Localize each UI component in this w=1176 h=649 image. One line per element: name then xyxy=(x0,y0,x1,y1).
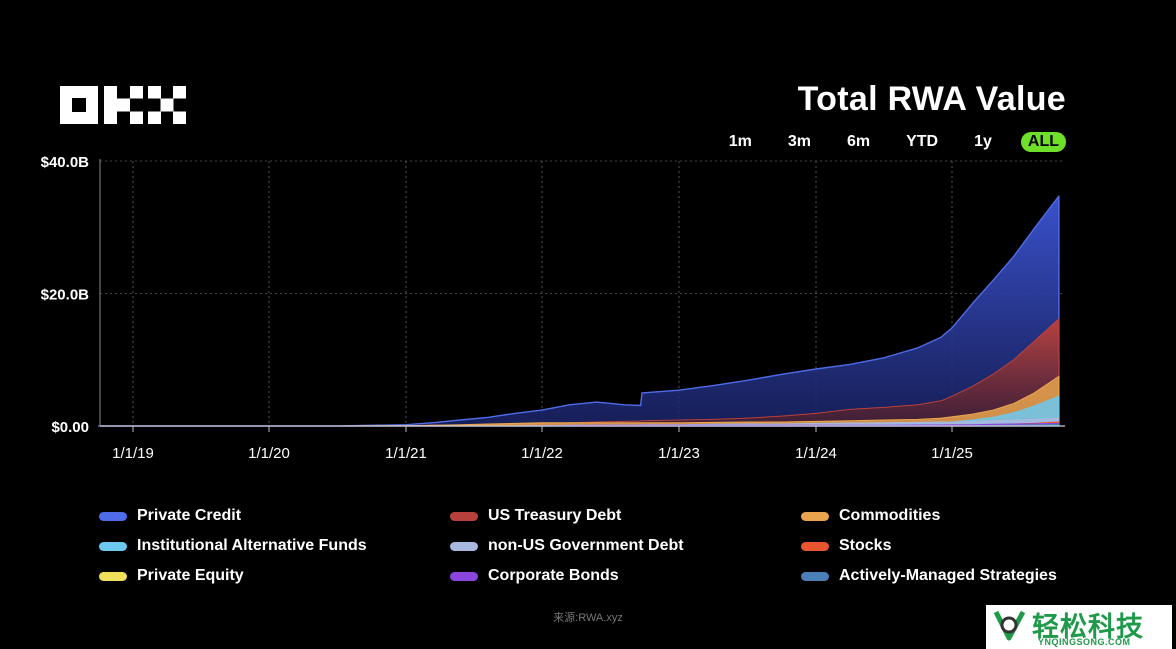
x-tick-label: 1/1/20 xyxy=(248,445,290,462)
range-all[interactable]: ALL xyxy=(1020,132,1066,152)
range-1m[interactable]: 1m xyxy=(728,133,752,150)
legend-institutional-alternative-funds[interactable]: Institutional Alternative Funds xyxy=(99,537,450,555)
legend-actively-managed-strategies[interactable]: Actively-Managed Strategies xyxy=(801,567,1081,585)
legend-swatch xyxy=(801,541,829,551)
legend-label: US Treasury Debt xyxy=(488,507,622,524)
axes: $0.00 $20.0B $40.0B 1/1/19 1/1/20 1/1/21 1/1/2… xyxy=(41,154,1065,462)
watermark-logo-icon xyxy=(993,610,1026,641)
x-tick-label: 1/1/24 xyxy=(795,445,837,462)
watermark-subtext: YNQINGSONG.COM xyxy=(1038,637,1131,647)
watermark-text: 轻松科技 xyxy=(1032,612,1144,642)
source-note: 来源:RWA.xyz xyxy=(553,612,623,624)
legend-swatch xyxy=(450,571,478,581)
legend-non-us-government-debt[interactable]: non-US Government Debt xyxy=(450,537,801,555)
legend-swatch xyxy=(801,511,829,521)
legend-label: Private Equity xyxy=(137,567,244,584)
watermark: 轻松科技 YNQINGSONG.COM xyxy=(986,605,1172,649)
range-6m[interactable]: 6m xyxy=(846,133,871,150)
legend-private-credit[interactable]: Private Credit xyxy=(99,507,450,525)
legend-label: Private Credit xyxy=(137,507,242,524)
legend-swatch xyxy=(801,571,829,581)
range-1y[interactable]: 1y xyxy=(974,133,992,150)
x-tick-label: 1/1/19 xyxy=(112,445,154,462)
area-series xyxy=(98,195,1060,427)
legend-private-equity[interactable]: Private Equity xyxy=(99,567,450,585)
x-tick-label: 1/1/25 xyxy=(931,445,973,462)
y-tick-label: $40.0B xyxy=(41,154,90,171)
area-private-credit xyxy=(98,195,1060,427)
okx-logo xyxy=(60,86,186,124)
legend-label: Stocks xyxy=(839,537,892,554)
range-ytd[interactable]: YTD xyxy=(906,133,939,150)
legend-swatch xyxy=(99,571,127,581)
legend-label: Commodities xyxy=(839,507,941,524)
chart-title: Total RWA Value xyxy=(797,80,1066,118)
legend-swatch xyxy=(450,511,478,521)
legend-label: non-US Government Debt xyxy=(488,537,684,554)
area-chart: $0.00 $20.0B $40.0B 1/1/19 1/1/20 1/1/21 1/1/2… xyxy=(41,154,1065,462)
legend-label: Actively-Managed Strategies xyxy=(839,567,1057,584)
x-tick-label: 1/1/23 xyxy=(658,445,700,462)
legend-label: Institutional Alternative Funds xyxy=(137,537,367,554)
legend-us-treasury-debt[interactable]: US Treasury Debt xyxy=(450,507,801,525)
range-3m[interactable]: 3m xyxy=(787,133,811,150)
legend-stocks[interactable]: Stocks xyxy=(801,537,1081,555)
legend-label: Corporate Bonds xyxy=(488,567,619,584)
y-tick-label: $20.0B xyxy=(41,287,90,304)
x-tick-label: 1/1/22 xyxy=(521,445,563,462)
legend-corporate-bonds[interactable]: Corporate Bonds xyxy=(450,567,801,585)
legend: Private Credit US Treasury Debt Commodit… xyxy=(99,507,1079,585)
legend-swatch xyxy=(99,511,127,521)
y-tick-label: $0.00 xyxy=(51,419,89,436)
time-range-selector: 1m 3m 6m YTD 1y ALL xyxy=(700,132,1066,152)
legend-commodities[interactable]: Commodities xyxy=(801,507,1081,525)
legend-swatch xyxy=(99,541,127,551)
x-tick-label: 1/1/21 xyxy=(385,445,427,462)
legend-swatch xyxy=(450,541,478,551)
